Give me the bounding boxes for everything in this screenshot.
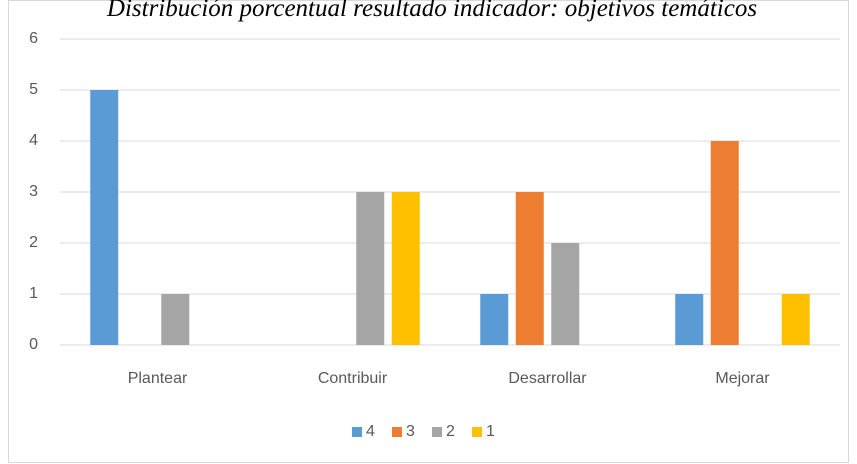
x-tick-label: Plantear: [128, 370, 188, 387]
bar: [515, 192, 544, 345]
bar: [161, 294, 190, 345]
y-tick-label: 1: [29, 285, 38, 302]
y-tick-label: 0: [29, 336, 38, 353]
legend-label: 2: [446, 423, 455, 440]
y-tick-label: 2: [29, 234, 38, 251]
bar: [356, 192, 385, 345]
x-tick-label: Mejorar: [715, 370, 770, 387]
legend-swatch: [352, 427, 362, 437]
legend-swatch: [392, 427, 402, 437]
bar: [391, 192, 420, 345]
chart-title: Distribución porcentual resultado indica…: [106, 0, 757, 22]
chart-frame: [8, 0, 849, 463]
y-tick-label: 5: [29, 81, 38, 98]
bar: [480, 294, 509, 345]
x-tick-label: Desarrollar: [508, 370, 587, 387]
bar: [90, 90, 119, 345]
legend-swatch: [432, 427, 442, 437]
y-tick-label: 6: [29, 30, 38, 47]
y-tick-label: 4: [29, 132, 38, 149]
y-tick-label: 3: [29, 183, 38, 200]
bar: [781, 294, 810, 345]
bar: [710, 141, 739, 345]
bar: [551, 243, 580, 345]
legend-swatch: [472, 427, 482, 437]
legend-label: 1: [486, 423, 495, 440]
bar: [675, 294, 704, 345]
legend-label: 4: [366, 423, 375, 440]
legend-label: 3: [406, 423, 415, 440]
x-tick-label: Contribuir: [318, 370, 388, 387]
